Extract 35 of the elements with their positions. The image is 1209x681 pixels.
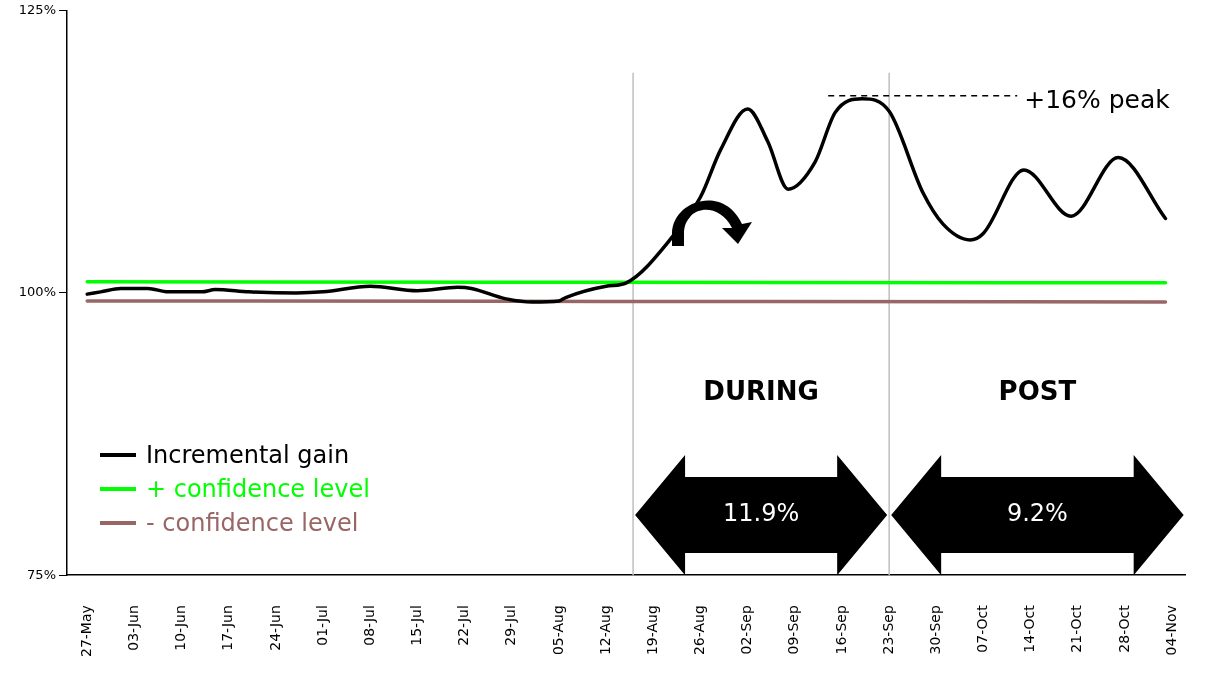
annotation: 11.9%	[722, 499, 800, 528]
x-tick-label: 27-May	[77, 605, 94, 657]
x-tick-label: 29-Jul	[502, 605, 519, 646]
x-tick-label: 21-Oct	[1068, 604, 1085, 653]
annotation: DURING	[703, 375, 819, 406]
x-tick-label: 16-Sep	[832, 605, 849, 655]
x-tick-label: 02-Sep	[738, 605, 755, 655]
x-tick-label: 04-Nov	[1162, 605, 1179, 656]
y-tick-label: 125%	[18, 2, 56, 18]
x-tick-label: 07-Oct	[974, 604, 991, 653]
x-tick-label: 09-Sep	[785, 605, 802, 655]
y-tick-label: 100%	[18, 284, 56, 300]
x-tick-label: 30-Sep	[926, 605, 943, 655]
x-tick-label: 14-Oct	[1021, 604, 1038, 653]
x-tick-label: 05-Aug	[549, 605, 566, 656]
legend-label: + confidence level	[146, 474, 370, 505]
x-tick-label: 15-Jul	[408, 605, 425, 646]
annotation: +16% peak	[1024, 85, 1171, 115]
x-tick-label: 08-Jul	[360, 605, 377, 646]
x-tick-label: 26-Aug	[691, 605, 708, 656]
x-tick-label: 28-Oct	[1115, 604, 1132, 653]
x-tick-label: 23-Sep	[879, 605, 896, 655]
x-tick-label: 01-Jul	[313, 605, 330, 646]
x-tick-label: 24-Jun	[266, 605, 283, 651]
legend-label: Incremental gain	[146, 440, 350, 471]
x-tick-label: 17-Jun	[219, 605, 236, 651]
x-tick-label: 12-Aug	[596, 605, 613, 656]
x-tick-label: 22-Jul	[455, 605, 472, 646]
legend-label: - confidence level	[146, 508, 359, 539]
y-tick-label: 75%	[27, 566, 56, 582]
annotation: POST	[998, 375, 1077, 406]
x-tick-label: 19-Aug	[643, 605, 660, 656]
x-tick-label: 10-Jun	[172, 605, 189, 651]
annotation: 9.2%	[1006, 499, 1068, 528]
x-tick-label: 03-Jun	[125, 605, 142, 651]
